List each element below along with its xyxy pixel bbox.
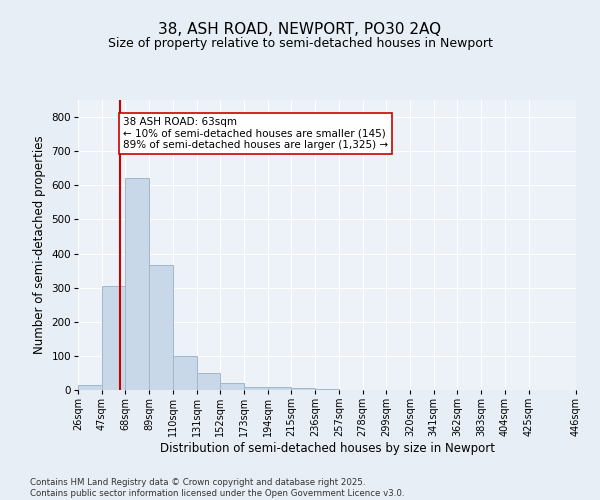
Bar <box>102 286 125 390</box>
Bar <box>125 178 149 390</box>
Text: 38 ASH ROAD: 63sqm
← 10% of semi-detached houses are smaller (145)
89% of semi-d: 38 ASH ROAD: 63sqm ← 10% of semi-detache… <box>123 117 388 150</box>
Bar <box>149 266 173 390</box>
Text: Size of property relative to semi-detached houses in Newport: Size of property relative to semi-detach… <box>107 38 493 51</box>
Y-axis label: Number of semi-detached properties: Number of semi-detached properties <box>33 136 46 354</box>
Bar <box>244 386 268 390</box>
Bar <box>173 356 197 390</box>
X-axis label: Distribution of semi-detached houses by size in Newport: Distribution of semi-detached houses by … <box>160 442 494 455</box>
Bar <box>292 388 315 390</box>
Bar <box>78 385 102 390</box>
Bar <box>220 383 244 390</box>
Text: 38, ASH ROAD, NEWPORT, PO30 2AQ: 38, ASH ROAD, NEWPORT, PO30 2AQ <box>158 22 442 38</box>
Text: Contains HM Land Registry data © Crown copyright and database right 2025.
Contai: Contains HM Land Registry data © Crown c… <box>30 478 404 498</box>
Bar <box>268 386 292 390</box>
Bar <box>197 373 220 390</box>
